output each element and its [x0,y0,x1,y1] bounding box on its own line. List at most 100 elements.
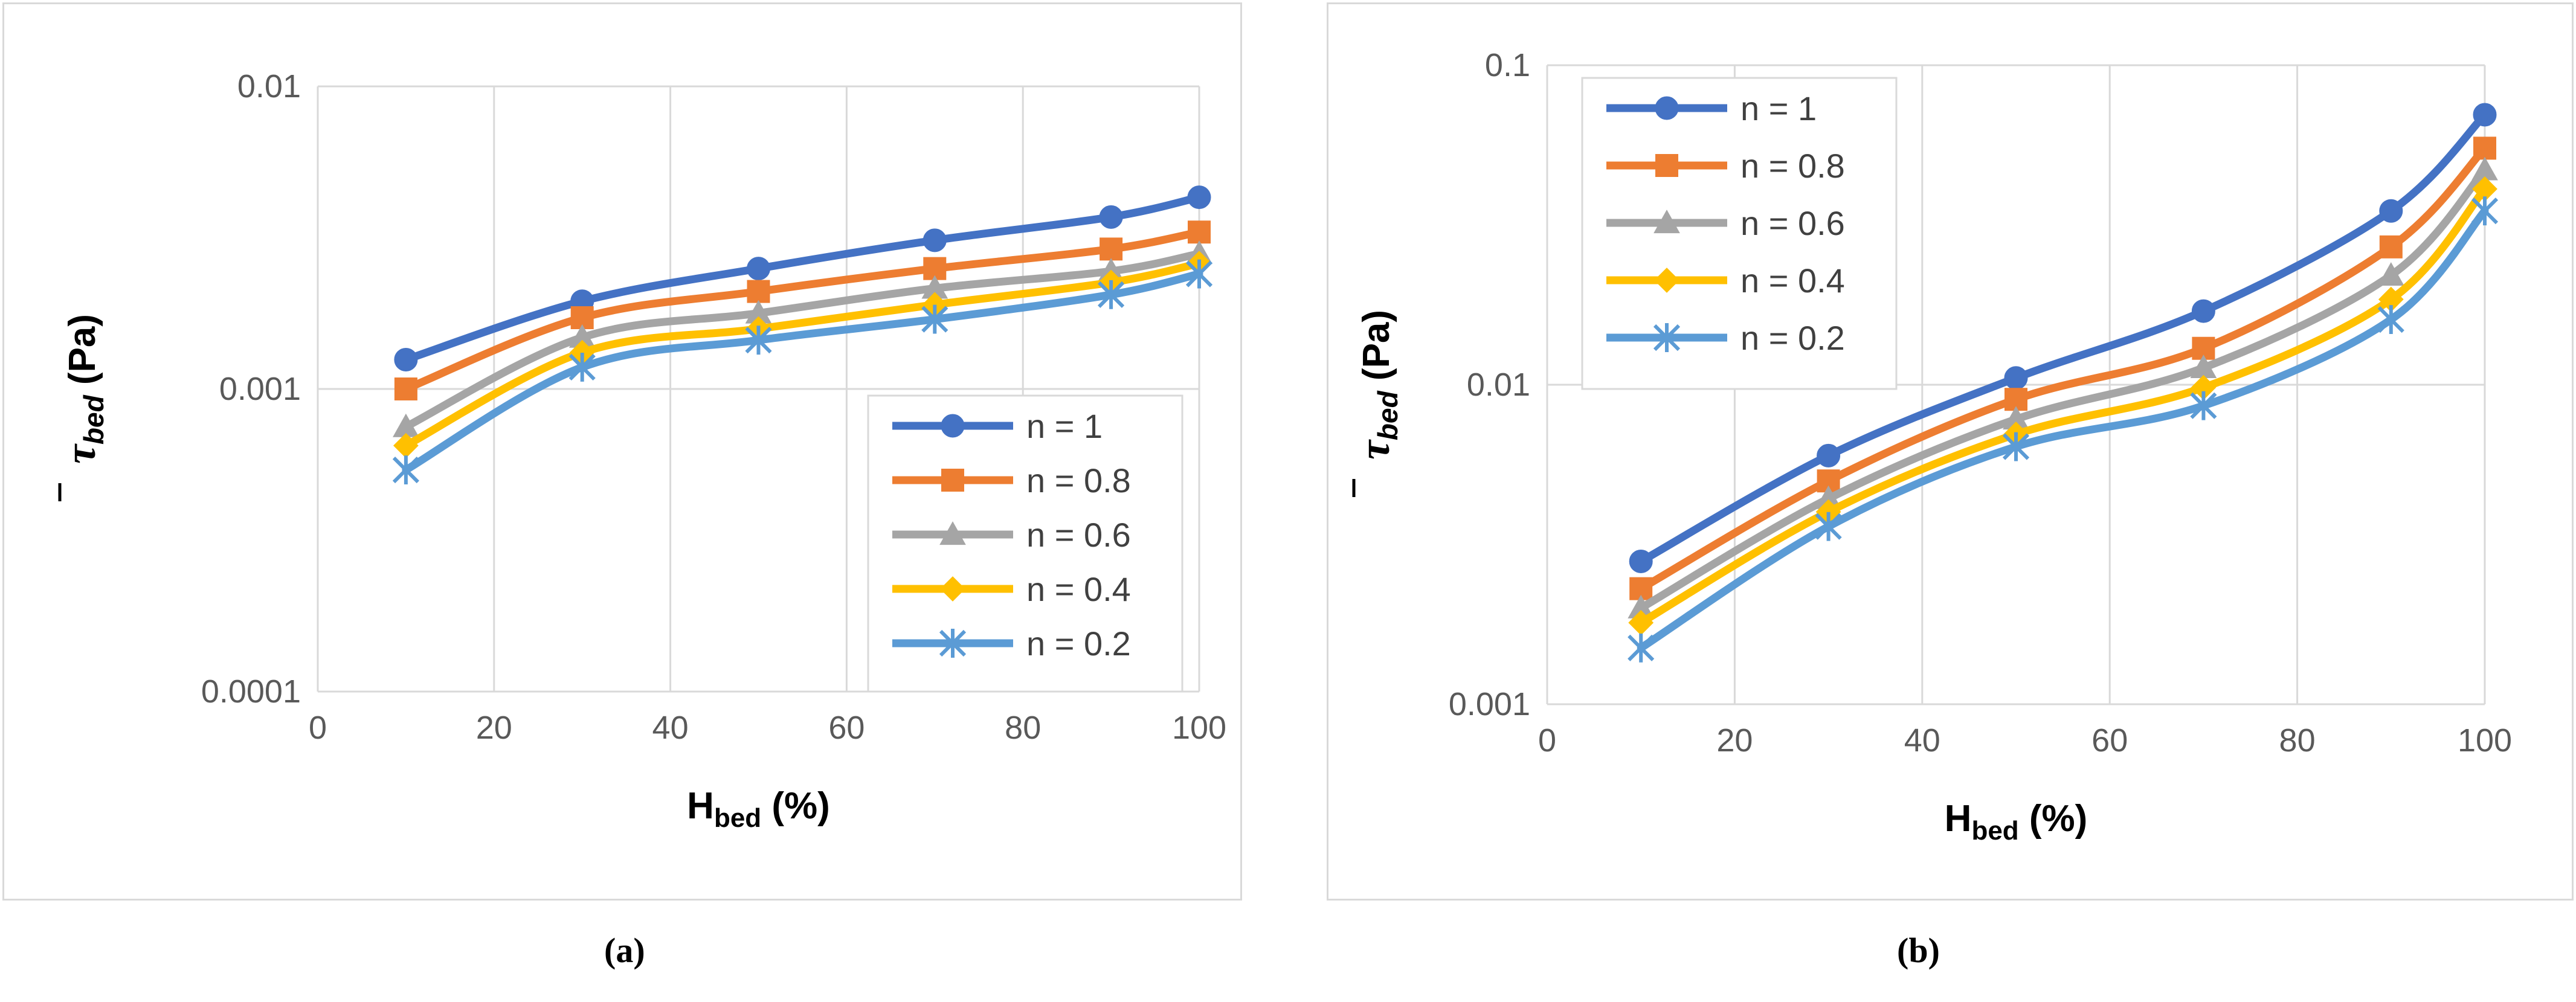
chart-a-data-point [1185,259,1213,289]
chart-b-data-point [1628,633,1655,663]
chart-b-legend-marker [1653,210,1680,234]
chart-a-legend-label: n = 1 [1026,407,1103,445]
chart-b-series-markers-0 [1629,103,2497,573]
chart-a-xtick-label: 60 [828,710,865,746]
chart-a-legend-marker [941,414,965,438]
chart-a-series-markers-4 [392,259,1213,485]
chart-a-ytick-label: 0.001 [219,371,301,407]
chart-a-data-point [393,413,419,437]
chart-b-xtick-label: 40 [1904,722,1940,759]
caption-a: (a) [604,931,645,970]
chart-panel-a: 0 20 40 60 80 100 0.0001 0.001 0.01 Hbed (%) τbed … [2,2,1242,901]
chart-a-xtick-label: 100 [1172,710,1226,746]
chart-a-data-point [568,324,596,348]
chart-b-data-point [2191,299,2215,323]
chart-a-data-point [1098,258,1124,282]
chart-b-data-point [1815,512,1842,541]
chart-b-data-point [2190,391,2217,420]
chart-b-xtick-label: 20 [1716,722,1753,759]
chart-a-xtick-label: 0 [309,710,327,746]
chart-b-legend: n = 1 n = 0.8 n = 0.6 n = 0.4 n = 0.2 [1581,77,1898,390]
chart-a-data-point [394,347,418,371]
chart-a-xtick-label: 40 [652,710,689,746]
chart-b-data-point [2377,262,2404,286]
chart-b-data-point [2379,199,2403,223]
chart-a-data-point [1187,185,1211,210]
chart-b-series-markers-1 [1629,136,2496,600]
chart-b-data-point [2004,366,2028,390]
chart-b-legend-label: n = 0.4 [1740,262,1845,300]
chart-b-data-point [2471,156,2498,181]
chart-a-legend-label: n = 0.8 [1026,461,1131,499]
chart-a-data-point [923,228,947,252]
chart-a-data-point [392,455,419,485]
chart-a-data-point [393,432,419,458]
chart-b-legend-marker [1653,323,1681,352]
chart-b-data-point [2379,235,2403,259]
chart-a-data-point [1188,220,1211,244]
chart-b-ytick-label: 0.001 [1449,686,1530,722]
chart-b-data-point [2378,286,2404,312]
caption-b: (b) [1897,931,1940,970]
chart-b-data-point [1628,594,1655,618]
chart-b-ytick-label: 0.1 [1485,47,1530,83]
chart-b-xtick-label: 100 [2458,722,2512,759]
chart-b-data-point [2473,136,2496,160]
chart-b-legend-marker [1654,268,1679,293]
chart-b-data-point [2377,305,2404,334]
chart-b-xtick-label: 0 [1538,722,1556,759]
chart-a-xtick-label: 80 [1005,710,1041,746]
chart-a-legend-marker [941,469,964,492]
chart-a-data-point [568,353,596,382]
chart-b-legend-box [1581,77,1898,390]
chart-a-ytick-label: 0.01 [237,68,301,104]
chart-a-yaxis-title: τbed (Pa) [56,314,109,464]
chart-b-legend-label: n = 0.8 [1740,147,1845,185]
chart-b-ytick-label: 0.01 [1467,367,1530,403]
chart-b-data-point [2002,432,2030,461]
chart-a-svg: 0 20 40 60 80 100 0.0001 0.001 0.01 Hbed (%) τbed … [56,68,1226,833]
chart-a-legend-marker [939,629,967,658]
chart-a-data-point [921,275,948,299]
chart-a-data-point [745,300,772,324]
chart-a-legend-label: n = 0.2 [1026,625,1131,663]
chart-a-legend: n = 1 n = 0.8 n = 0.6 n = 0.4 n = 0.2 [867,394,1183,693]
chart-a-data-point [394,377,417,400]
chart-a-data-point [747,280,770,303]
chart-b-legend-marker [1655,96,1679,120]
chart-a-data-point [745,326,772,355]
chart-a-data-point [1099,205,1123,229]
chart-a-ytick-label: 0.0001 [201,673,301,710]
chart-a-legend-label: n = 0.6 [1026,516,1131,554]
chart-b-xtick-label: 80 [2279,722,2316,759]
chart-a-data-point [747,257,770,281]
chart-b-legend-marker [1655,154,1678,177]
chart-a-data-point [1100,237,1123,261]
chart-b-data-point [2471,196,2499,226]
chart-panel-b: 0 20 40 60 80 100 0.001 0.01 0.1 Hbed (%) τbed (Pa… [1327,2,2574,901]
chart-b-data-point [2003,406,2029,430]
chart-a-legend-label: n = 0.4 [1026,570,1131,608]
chart-b-xaxis-title: Hbed (%) [1945,798,2088,846]
chart-a-data-point [921,304,948,334]
chart-b-yaxis-title: τbed (Pa) [1350,310,1403,460]
chart-b-series-markers-2 [1628,156,2498,618]
chart-b-svg: 0 20 40 60 80 100 0.001 0.01 0.1 Hbed (%) τbed (Pa… [1350,47,2512,846]
chart-b-data-point [1817,443,1841,467]
chart-a-xaxis-title: Hbed (%) [687,785,830,833]
chart-b-data-point [2191,374,2217,400]
chart-b-series-markers-4 [1628,196,2499,663]
chart-a-legend-marker [940,576,965,602]
chart-a-series-markers-0 [394,185,1211,371]
chart-b-data-point [2473,103,2497,127]
chart-b-xtick-label: 60 [2091,722,2128,759]
chart-a-legend-marker [939,521,966,545]
chart-b-legend-label: n = 0.2 [1740,319,1845,357]
chart-a-xtick-label: 20 [476,710,512,746]
chart-b-data-point [1629,549,1653,573]
chart-b-data-point [2190,355,2217,379]
chart-a-data-point [1098,280,1125,309]
chart-b-legend-label: n = 1 [1740,89,1817,127]
chart-b-legend-label: n = 0.6 [1740,204,1845,242]
chart-b-data-point [1815,485,1842,509]
